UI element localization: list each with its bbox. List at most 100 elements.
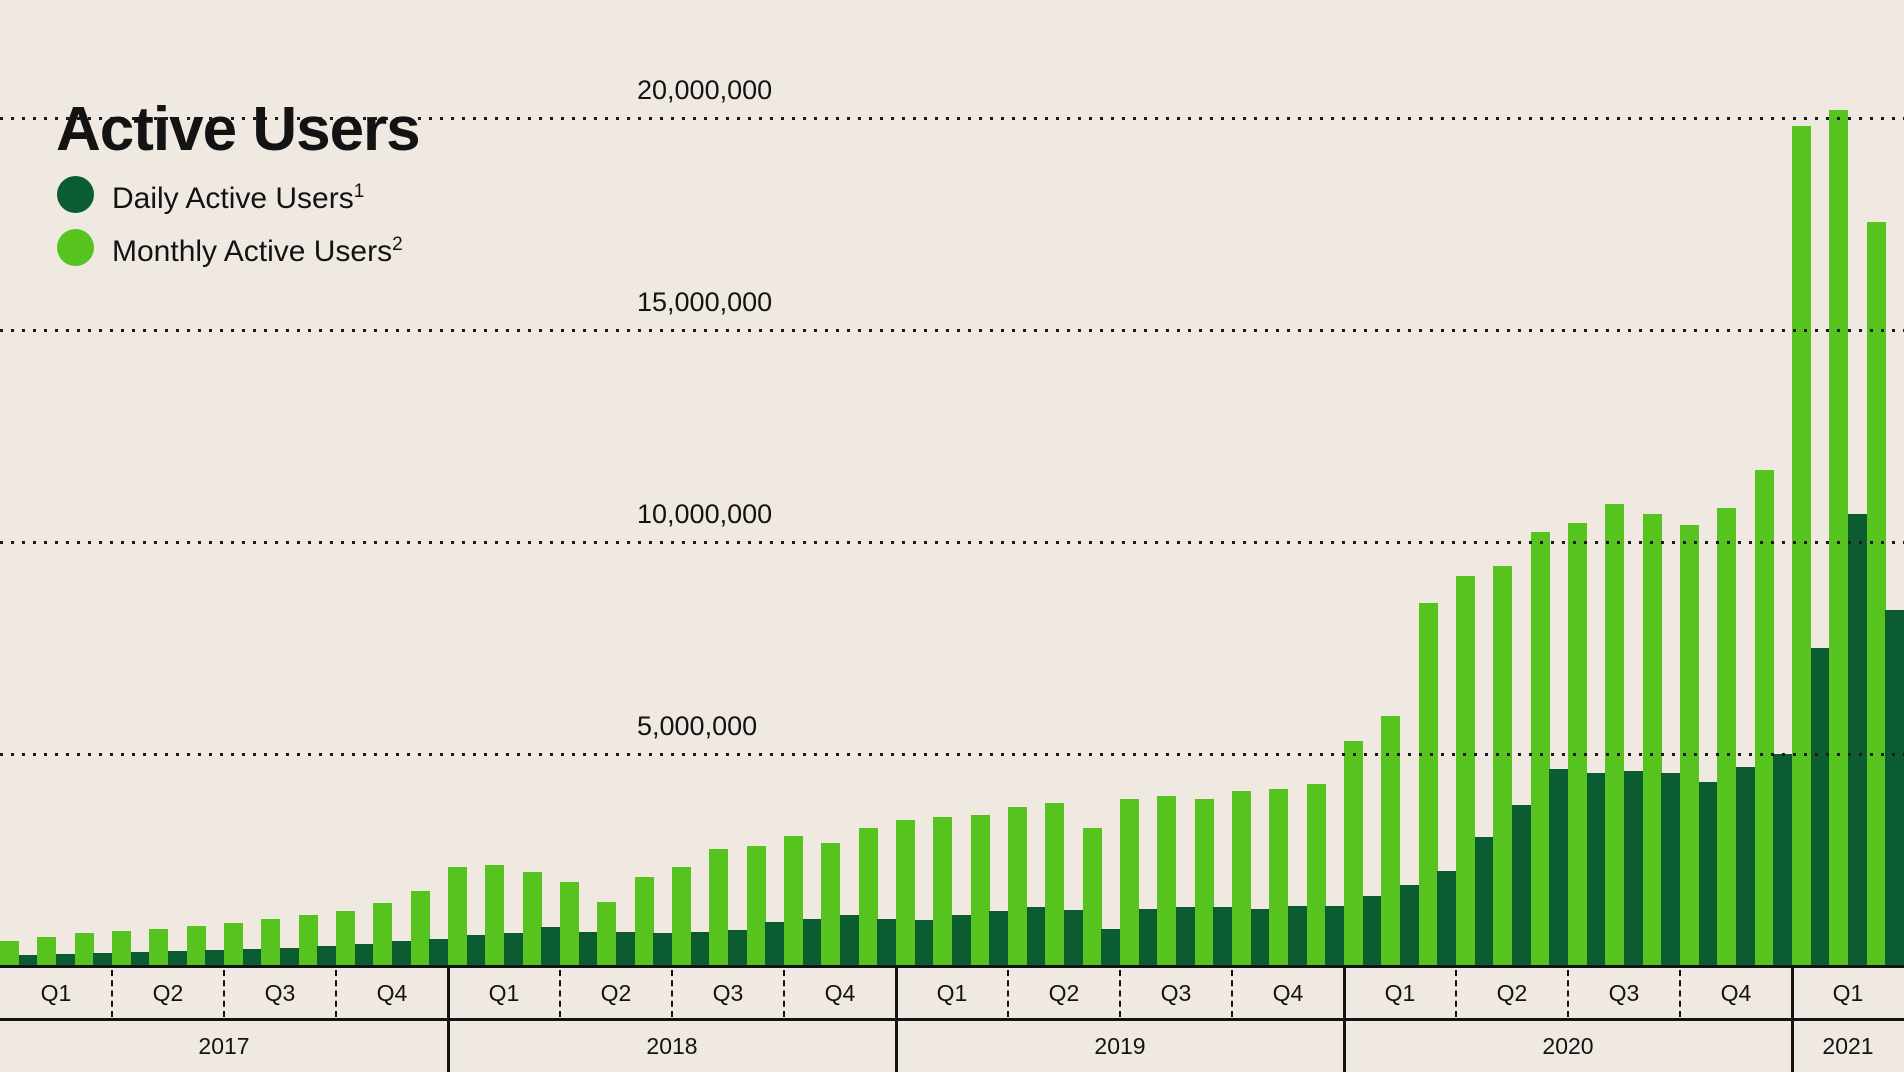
x-axis-quarter-label: Q3 xyxy=(264,980,296,1006)
year-separator xyxy=(1342,965,1346,1072)
legend-label-mau: Monthly Active Users2 xyxy=(112,233,403,268)
bar-dau xyxy=(1661,773,1681,966)
y-axis-tick-label: 20,000,000 xyxy=(637,75,773,105)
bar-dau xyxy=(840,914,860,966)
quarter-separator xyxy=(110,970,113,1017)
bar-mau xyxy=(672,867,692,966)
x-axis-quarter-label: Q3 xyxy=(1608,980,1640,1006)
bar-mau xyxy=(1232,790,1252,966)
bar-dau xyxy=(1362,896,1382,966)
bar-dau xyxy=(1400,885,1420,966)
bar-mau xyxy=(1008,806,1028,966)
bar-mau xyxy=(1605,503,1625,966)
quarter-separator xyxy=(1678,970,1681,1017)
bar-dau xyxy=(541,927,561,966)
legend-item-dau: Daily Active Users1 xyxy=(57,176,403,215)
bar-mau xyxy=(1829,109,1849,966)
bar-mau xyxy=(298,915,318,966)
quarter-separator xyxy=(1118,970,1121,1017)
year-separator xyxy=(1790,965,1794,1072)
bar-mau xyxy=(1269,789,1289,966)
bar-mau xyxy=(1306,783,1326,966)
x-axis-quarter-label: Q1 xyxy=(1384,980,1416,1006)
bar-dau xyxy=(989,910,1009,966)
bar-dau xyxy=(690,932,710,966)
gridline xyxy=(0,328,1904,332)
bar-dau xyxy=(354,943,374,966)
bar-dau xyxy=(1437,870,1457,966)
bar-mau xyxy=(1194,798,1214,966)
y-axis-tick-label: 15,000,000 xyxy=(637,287,773,317)
bar-dau xyxy=(1325,906,1345,966)
bar-mau xyxy=(336,911,356,966)
x-axis-quarter-label: Q2 xyxy=(1048,980,1080,1006)
legend-item-mau: Monthly Active Users2 xyxy=(57,229,403,268)
bar-mau xyxy=(560,882,580,966)
bar-dau xyxy=(466,935,486,966)
x-axis-quarter-label: Q1 xyxy=(936,980,968,1006)
bar-mau xyxy=(858,828,878,966)
bar-mau xyxy=(1866,221,1886,966)
x-axis-quarter-label: Q2 xyxy=(152,980,184,1006)
bar-mau xyxy=(37,937,57,966)
bar-dau xyxy=(952,915,972,966)
bar-dau xyxy=(1064,910,1084,966)
bar-dau xyxy=(1101,929,1121,966)
bar-mau xyxy=(1680,525,1700,966)
bar-mau xyxy=(821,843,841,966)
bar-dau xyxy=(1026,906,1046,966)
mau-swatch-icon xyxy=(57,229,94,266)
bar-dau xyxy=(130,952,150,966)
quarter-separator xyxy=(1566,970,1569,1017)
bar-dau xyxy=(578,931,598,966)
x-axis-quarter-label: Q1 xyxy=(488,980,520,1006)
bar-mau xyxy=(634,876,654,966)
bar-mau xyxy=(1456,575,1476,966)
bar-dau xyxy=(504,933,524,966)
x-axis-quarter-label: Q4 xyxy=(1720,980,1752,1006)
bar-dau xyxy=(93,953,113,966)
bar-mau xyxy=(1157,796,1177,966)
bar-dau xyxy=(317,946,337,966)
bar-dau xyxy=(802,918,822,966)
bar-dau xyxy=(877,918,897,966)
bar-dau xyxy=(1549,768,1569,966)
bar-mau xyxy=(1717,508,1737,966)
bar-mau xyxy=(896,820,916,966)
bar-dau xyxy=(765,922,785,966)
bar-dau xyxy=(914,920,934,966)
bar-dau xyxy=(1848,514,1868,966)
bar-dau xyxy=(1773,754,1793,966)
bar-mau xyxy=(1530,532,1550,966)
bar-dau xyxy=(653,932,673,966)
bar-dau xyxy=(392,941,412,966)
x-axis-quarter-label: Q2 xyxy=(1496,980,1528,1006)
bar-mau xyxy=(1792,126,1812,966)
x-axis-year-label: 2021 xyxy=(1822,1033,1874,1059)
bar-mau xyxy=(448,867,468,966)
bar-dau xyxy=(1213,907,1233,966)
gridline xyxy=(0,116,1904,120)
bar-dau xyxy=(18,954,38,966)
bar-mau xyxy=(149,929,169,966)
bar-dau xyxy=(616,932,636,966)
bar-dau xyxy=(1698,781,1718,966)
bar-dau xyxy=(1624,770,1644,966)
x-axis-quarter-label: Q1 xyxy=(40,980,72,1006)
bar-mau xyxy=(1120,798,1140,966)
bar-dau xyxy=(168,951,188,966)
bar-mau xyxy=(1082,828,1102,966)
bar-mau xyxy=(261,919,281,966)
x-axis-quarter-label: Q4 xyxy=(1272,980,1304,1006)
bar-mau xyxy=(933,816,953,966)
legend: Daily Active Users1 Monthly Active Users… xyxy=(57,176,403,282)
bar-dau xyxy=(1586,773,1606,966)
bar-mau xyxy=(1642,514,1662,966)
x-axis-year-label: 2019 xyxy=(1094,1033,1146,1059)
bar-dau xyxy=(280,947,300,966)
bar-dau xyxy=(1474,836,1494,966)
x-axis-quarter-label: Q3 xyxy=(712,980,744,1006)
bar-dau xyxy=(1885,609,1904,966)
bar-dau xyxy=(1288,906,1308,966)
